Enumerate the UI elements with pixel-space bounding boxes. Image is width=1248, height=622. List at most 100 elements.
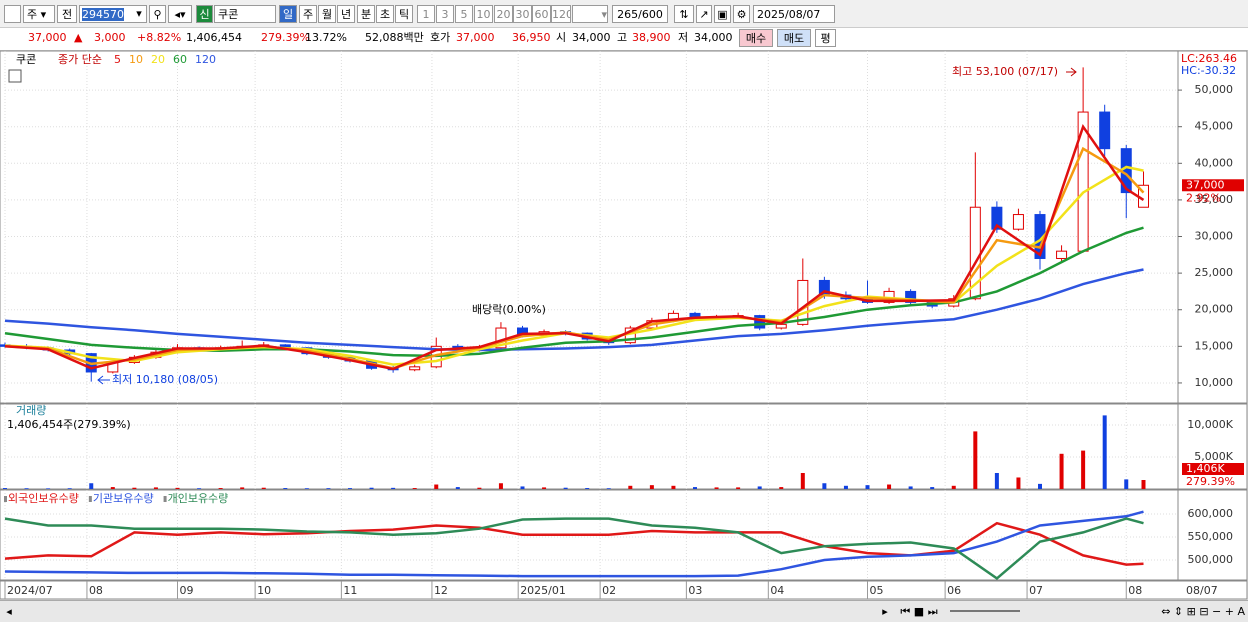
custom-interval[interactable]: ▾	[572, 5, 608, 23]
amount: 52,088백만	[365, 31, 424, 44]
y-tick-label: 45,000	[1195, 120, 1234, 133]
volume-bar	[1102, 415, 1107, 489]
interval[interactable]: 20	[494, 5, 513, 23]
sell-button[interactable]: 매도	[777, 29, 811, 47]
volume-bar	[693, 487, 697, 489]
scroll-right[interactable]: ▸	[882, 605, 888, 618]
moving-average	[4, 268, 1144, 352]
y-tick-label: 600,000	[1188, 507, 1234, 520]
legend-entry: 60	[173, 53, 187, 66]
period-week[interactable]: 주	[299, 5, 317, 23]
interval[interactable]: 120	[551, 5, 571, 23]
volume-bar	[46, 488, 51, 489]
volume-bar	[412, 488, 417, 489]
sound-button[interactable]: ◂▾	[168, 5, 192, 23]
turnover: 13.72%	[305, 31, 347, 44]
period-year[interactable]: 년	[337, 5, 355, 23]
interval[interactable]: 10	[474, 5, 493, 23]
volume-bar	[283, 488, 288, 489]
x-tick-label: 08	[1128, 584, 1142, 597]
open: 34,000	[572, 31, 611, 44]
buy-button[interactable]: 매수	[739, 29, 773, 47]
volume-bar	[3, 488, 7, 489]
zoom-slider[interactable]	[950, 610, 1020, 612]
volume-bar	[606, 488, 611, 489]
tool-icon[interactable]: ↗	[696, 5, 712, 23]
layout-icon[interactable]	[4, 5, 21, 23]
last-volume: 1,406K	[1186, 462, 1225, 475]
ask-label: 호가	[430, 31, 451, 44]
code-dropdown[interactable]: ▾	[136, 7, 142, 20]
volume-bar	[736, 487, 741, 489]
interval[interactable]: 5	[455, 5, 473, 23]
low-arrow	[97, 375, 110, 385]
volume-bar	[887, 484, 892, 489]
chart-area: 2024/07 08 09 10 11 12 2025/01 02 03 04 05 06 07 08 08…	[0, 50, 1248, 600]
volume-bar	[369, 487, 374, 489]
volume-subtitle: 1,406,454주(279.39%)	[7, 418, 131, 431]
volume-bar	[865, 485, 870, 489]
interval[interactable]: 3	[436, 5, 454, 23]
y-tick-label: 15,000	[1195, 339, 1234, 352]
interval[interactable]: 30	[513, 5, 532, 23]
candle-body	[1120, 148, 1132, 194]
market-select[interactable]: 주 ▾	[23, 5, 55, 23]
count-box[interactable]: 265/600	[612, 5, 668, 23]
volume-bar	[240, 487, 245, 489]
prev-button[interactable]: 전	[57, 5, 77, 23]
volume-bar	[542, 487, 547, 489]
x-tick-label: 08	[89, 584, 103, 597]
date-input[interactable]: 2025/08/07	[753, 5, 835, 23]
credit-flag: 신	[196, 5, 213, 23]
candle-body	[905, 290, 917, 303]
count: 265	[617, 8, 639, 21]
save-icon[interactable]: ▣	[714, 5, 731, 23]
view-tools[interactable]: ⇔ ⇕ ⊞ ⊟ − + A	[1161, 605, 1245, 618]
candle-body	[991, 206, 1003, 230]
interval[interactable]: 1	[417, 5, 435, 23]
volume-bar	[1081, 450, 1086, 489]
last-price: 37,000	[1186, 178, 1225, 191]
volume-bar	[930, 487, 935, 489]
legend-swatch	[4, 496, 7, 502]
x-tick-label: 05	[870, 584, 884, 597]
volume: 1,406,454	[186, 31, 242, 44]
period-month[interactable]: 월	[318, 5, 336, 23]
x-tick-label: 02	[602, 584, 616, 597]
change-pct: +8.82%	[137, 31, 182, 44]
volume-bar	[67, 488, 72, 489]
y-tick-label: 500,000	[1188, 553, 1234, 566]
x-tick-label: 07	[1029, 584, 1043, 597]
price-arrow: ▲	[74, 31, 83, 44]
legend-entry: 20	[151, 53, 165, 66]
holdings-line	[4, 521, 1144, 566]
volume-bar	[132, 487, 137, 489]
y-tick-label: 10,000K	[1187, 418, 1233, 431]
y-tick-label: 550,000	[1188, 530, 1234, 543]
volume-bar	[800, 472, 805, 489]
code-input[interactable]: 294570	[79, 5, 147, 23]
period-tick[interactable]: 틱	[395, 5, 413, 23]
change: 3,000	[94, 31, 126, 44]
volume-bar	[434, 484, 439, 489]
low-annotation: 최저 10,180 (08/05)	[112, 373, 218, 386]
volume-bar	[520, 486, 525, 489]
legend-swatch	[88, 496, 92, 502]
avg-button[interactable]: 평	[815, 29, 836, 47]
x-axis-strip	[0, 580, 1248, 600]
volume-bar	[1038, 483, 1042, 489]
settings-icon[interactable]: ⚙	[733, 5, 750, 23]
search-button[interactable]: ⚲	[149, 5, 166, 23]
calc-icon[interactable]	[8, 69, 22, 83]
moving-average	[4, 123, 1145, 371]
volume-bar	[304, 488, 309, 489]
volume-bar	[649, 485, 654, 489]
interval[interactable]: 60	[532, 5, 551, 23]
period-minute[interactable]: 분	[357, 5, 375, 23]
period-second[interactable]: 초	[376, 5, 394, 23]
name-input[interactable]: 쿠콘	[214, 5, 276, 23]
zoom-controls[interactable]: ⏮ ■ ⏭	[900, 605, 938, 618]
scroll-left[interactable]: ◂	[6, 605, 12, 618]
tool-icon[interactable]: ⇅	[674, 5, 694, 23]
period-day[interactable]: 일	[279, 5, 297, 23]
